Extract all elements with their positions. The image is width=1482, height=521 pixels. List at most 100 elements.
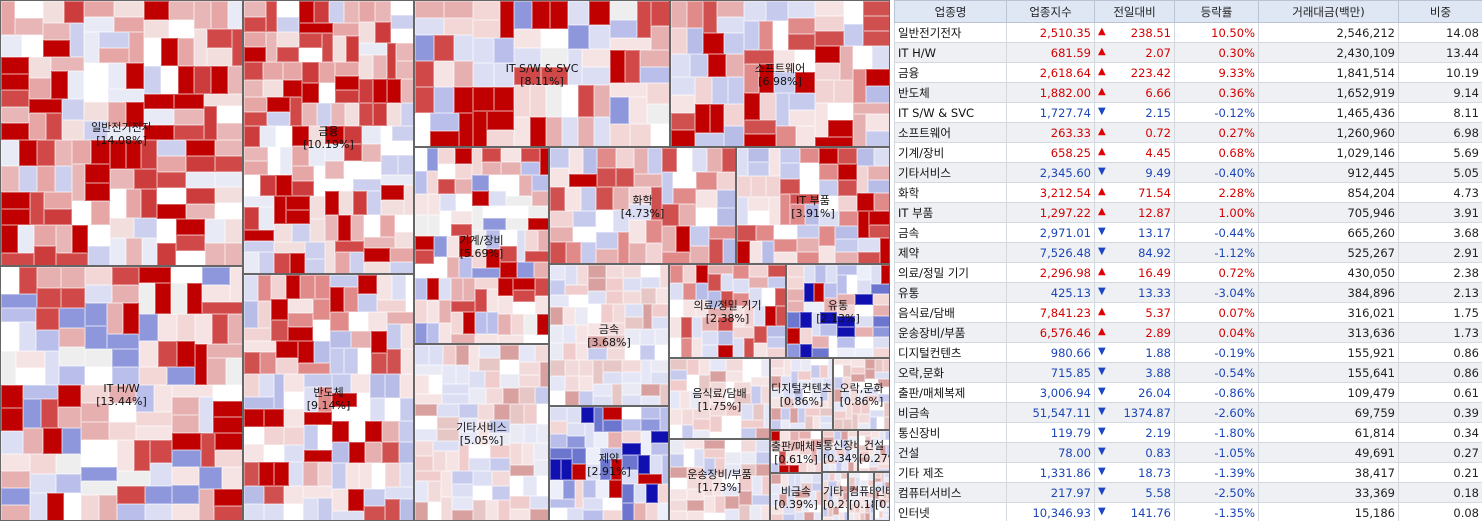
stock-tile[interactable] <box>1 471 30 488</box>
stock-tile[interactable] <box>108 63 126 89</box>
stock-tile[interactable] <box>857 148 874 166</box>
stock-tile[interactable] <box>244 1 266 17</box>
stock-tile[interactable] <box>415 365 442 375</box>
stock-tile[interactable] <box>485 371 500 388</box>
stock-tile[interactable] <box>771 398 783 408</box>
stock-tile[interactable] <box>463 278 475 301</box>
stock-tile[interactable] <box>244 328 271 341</box>
stock-tile[interactable] <box>344 126 362 144</box>
stock-tile[interactable] <box>565 360 579 376</box>
stock-tile[interactable] <box>58 385 81 407</box>
stock-tile[interactable] <box>670 440 684 454</box>
stock-tile[interactable] <box>244 397 274 409</box>
stock-tile[interactable] <box>207 358 226 385</box>
stock-tile[interactable] <box>514 117 530 146</box>
stock-tile[interactable] <box>494 38 514 63</box>
stock-tile[interactable] <box>510 509 530 520</box>
stock-tile[interactable] <box>158 341 177 367</box>
stock-tile[interactable] <box>790 431 799 441</box>
stock-tile[interactable] <box>268 147 280 175</box>
stock-tile[interactable] <box>728 77 744 104</box>
stock-tile[interactable] <box>662 148 677 172</box>
stock-tile[interactable] <box>834 389 842 402</box>
stock-tile[interactable] <box>519 375 540 387</box>
stock-tile[interactable] <box>510 424 524 443</box>
stock-tile[interactable] <box>310 196 325 219</box>
stock-tile[interactable] <box>314 166 325 196</box>
stock-tile[interactable] <box>172 415 199 433</box>
stock-tile[interactable] <box>800 148 819 163</box>
stock-tile[interactable] <box>622 407 641 419</box>
stock-tile[interactable] <box>377 275 392 300</box>
stock-tile[interactable] <box>579 391 593 405</box>
stock-tile[interactable] <box>799 455 811 462</box>
stock-tile[interactable] <box>415 481 428 502</box>
stock-tile[interactable] <box>873 316 889 327</box>
stock-tile[interactable] <box>569 295 588 307</box>
stock-tile[interactable] <box>739 505 750 520</box>
stock-tile[interactable] <box>204 94 242 106</box>
stock-tile[interactable] <box>611 459 622 480</box>
stock-tile[interactable] <box>859 451 869 457</box>
stock-tile[interactable] <box>823 449 830 459</box>
stock-tile[interactable] <box>837 316 855 327</box>
stock-tile[interactable] <box>228 1 242 29</box>
stock-tile[interactable] <box>110 169 134 189</box>
stock-tile[interactable] <box>144 125 174 140</box>
stock-tile[interactable] <box>473 471 492 486</box>
stock-tile[interactable] <box>610 97 629 124</box>
stock-tile[interactable] <box>399 421 413 442</box>
stock-tile[interactable] <box>820 365 828 378</box>
stock-tile[interactable] <box>303 486 332 498</box>
stock-tile[interactable] <box>475 289 487 312</box>
stock-tile[interactable] <box>84 83 108 102</box>
stock-tile[interactable] <box>717 172 735 190</box>
stock-tile[interactable] <box>687 478 704 489</box>
stock-tile[interactable] <box>795 72 815 93</box>
stock-tile[interactable] <box>859 468 869 471</box>
stock-tile[interactable] <box>473 486 492 500</box>
stock-tile[interactable] <box>815 16 844 31</box>
stock-tile[interactable] <box>607 335 625 348</box>
stock-tile[interactable] <box>828 359 832 378</box>
stock-tile[interactable] <box>819 226 835 246</box>
table-row[interactable]: 운송장비/부품 6,576.46 ▲ 2.89 0.04% 313,636 1.73 <box>894 322 1482 343</box>
stock-tile[interactable] <box>708 54 726 77</box>
stock-tile[interactable] <box>768 265 785 277</box>
stock-tile[interactable] <box>519 387 535 404</box>
stock-tile[interactable] <box>823 431 834 437</box>
stock-tile[interactable] <box>535 345 548 362</box>
stock-tile[interactable] <box>1 322 19 351</box>
stock-tile[interactable] <box>874 193 889 211</box>
stock-tile[interactable] <box>565 265 577 285</box>
stock-tile[interactable] <box>550 242 566 263</box>
stock-tile[interactable] <box>150 463 172 486</box>
treemap-sector[interactable]: 기타서비스 [5.05%] <box>414 344 549 521</box>
stock-tile[interactable] <box>744 21 759 50</box>
stock-tile[interactable] <box>215 156 242 172</box>
stock-tile[interactable] <box>841 440 848 449</box>
stock-tile[interactable] <box>623 291 641 304</box>
stock-tile[interactable] <box>401 103 413 126</box>
stock-tile[interactable] <box>332 421 349 442</box>
stock-tile[interactable] <box>790 441 799 451</box>
stock-tile[interactable] <box>244 444 264 462</box>
stock-tile[interactable] <box>871 265 881 284</box>
stock-tile[interactable] <box>144 1 169 20</box>
stock-tile[interactable] <box>169 1 194 20</box>
stock-tile[interactable] <box>858 423 870 429</box>
stock-tile[interactable] <box>682 425 693 438</box>
stock-tile[interactable] <box>537 476 548 496</box>
stock-tile[interactable] <box>473 87 494 111</box>
stock-tile[interactable] <box>597 148 616 168</box>
stock-tile[interactable] <box>304 387 318 412</box>
stock-tile[interactable] <box>852 414 858 429</box>
stock-tile[interactable] <box>259 207 274 230</box>
stock-tile[interactable] <box>392 126 413 141</box>
stock-tile[interactable] <box>415 278 427 300</box>
stock-tile[interactable] <box>858 211 869 238</box>
stock-tile[interactable] <box>858 492 866 497</box>
stock-tile[interactable] <box>475 334 498 343</box>
stock-tile[interactable] <box>427 278 439 300</box>
stock-tile[interactable] <box>514 67 541 85</box>
